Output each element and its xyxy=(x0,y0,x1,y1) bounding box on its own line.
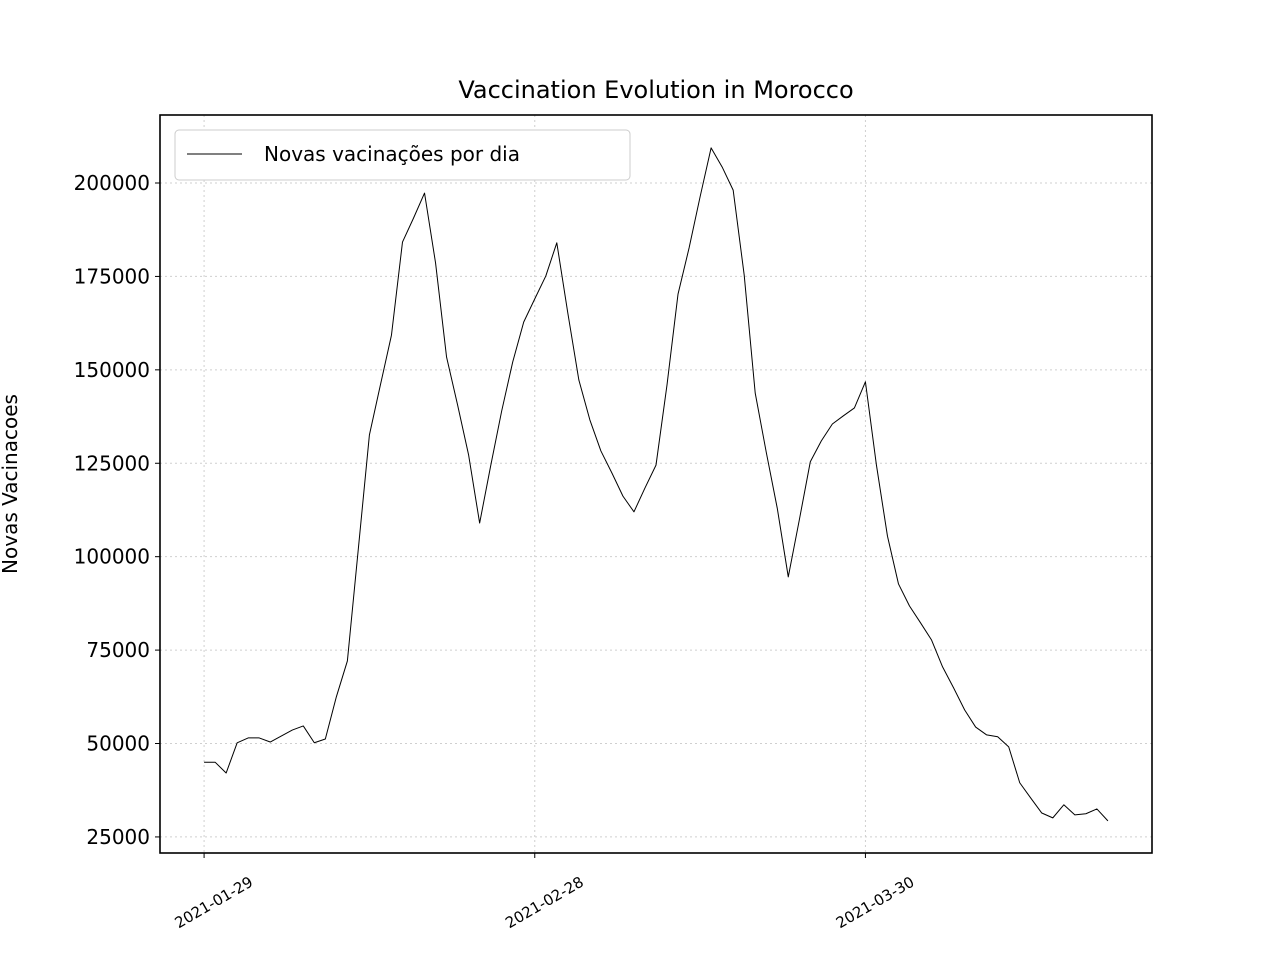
x-tick-label: 2021-02-28 xyxy=(502,873,587,932)
legend-label: Novas vacinações por dia xyxy=(264,142,520,166)
legend: Novas vacinações por dia xyxy=(174,129,631,181)
y-tick-label: 50000 xyxy=(86,732,150,756)
legend-box xyxy=(174,129,631,181)
y-tick-label: 100000 xyxy=(74,545,150,569)
y-tick-label: 125000 xyxy=(74,451,150,475)
x-tick-label: 2021-01-29 xyxy=(172,873,257,932)
data-line xyxy=(204,147,1109,822)
x-tick-label: 2021-03-30 xyxy=(833,873,918,932)
y-tick-label: 150000 xyxy=(74,358,150,382)
y-axis-label: Novas Vacinacoes xyxy=(0,394,22,574)
y-tick-label: 25000 xyxy=(86,825,150,849)
y-tick-label: 175000 xyxy=(74,264,150,288)
chart-title: Vaccination Evolution in Morocco xyxy=(458,76,853,104)
plot-frame xyxy=(159,114,1153,854)
y-tick-label: 75000 xyxy=(86,638,150,662)
y-tick-label: 200000 xyxy=(74,171,150,195)
